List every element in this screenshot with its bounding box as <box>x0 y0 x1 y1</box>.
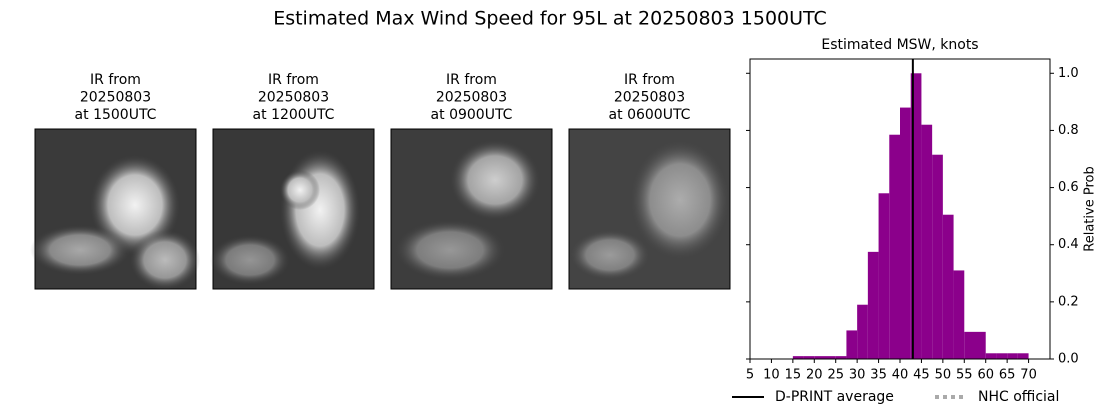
x-tick-label: 30 <box>849 368 866 383</box>
ir-image <box>30 128 200 290</box>
x-tick-label: 5 <box>746 368 754 383</box>
y-tick-label: 0.6 <box>1058 180 1079 195</box>
y-tick-label: 1.0 <box>1058 66 1079 81</box>
panel-title: at 0900UTC <box>431 107 513 123</box>
x-tick-label: 65 <box>999 368 1016 383</box>
y-tick-label: 0.0 <box>1058 352 1079 367</box>
panel-title: 20250803 <box>80 90 151 106</box>
bar <box>846 330 858 359</box>
histogram: 5 10 15 20 25 30 35 40 45 50 55 60 65 70 0.0 0.2 0.4 0.6 0… <box>732 37 1098 405</box>
bar <box>932 154 943 359</box>
bar <box>889 134 900 359</box>
x-tick-label: 40 <box>892 368 909 383</box>
bar <box>803 356 815 359</box>
x-tick-label: 20 <box>806 368 823 383</box>
bar <box>878 193 890 359</box>
bar <box>900 107 911 359</box>
panel-title: IR from <box>90 72 141 88</box>
panel-title: at 1200UTC <box>253 107 335 123</box>
legend-label: NHC official <box>978 389 1059 405</box>
chart-title: Estimated MSW, knots <box>821 37 978 53</box>
bar <box>921 124 933 359</box>
bar <box>975 331 986 359</box>
bar <box>942 214 954 359</box>
panel-title: at 0600UTC <box>609 107 691 123</box>
figure-title: Estimated Max Wind Speed for 95L at 2025… <box>273 8 827 30</box>
legend-label: D-PRINT average <box>775 389 894 405</box>
ir-image <box>390 128 553 290</box>
bar <box>953 270 965 359</box>
bar <box>964 331 975 359</box>
y-tick-label: 0.8 <box>1058 123 1079 138</box>
x-tick-label: 60 <box>977 368 994 383</box>
panel-title: IR from <box>268 72 319 88</box>
bar <box>1007 353 1018 359</box>
panel-title: 20250803 <box>614 90 685 106</box>
bar <box>867 251 879 359</box>
bar <box>857 304 868 359</box>
panel-title: 20250803 <box>258 90 329 106</box>
panel-title: IR from <box>624 72 675 88</box>
y-axis-label: Relative Prob <box>1083 166 1098 251</box>
bar <box>1017 353 1029 359</box>
x-tick-label: 10 <box>763 368 780 383</box>
x-tick-label: 25 <box>827 368 844 383</box>
panel-title: IR from <box>446 72 497 88</box>
panel-title: at 1500UTC <box>75 107 157 123</box>
x-tick-label: 50 <box>935 368 952 383</box>
y-tick-label: 0.4 <box>1058 237 1079 252</box>
bar <box>835 356 847 359</box>
ir-image <box>210 128 375 290</box>
bar <box>792 356 804 359</box>
panel-title: 20250803 <box>436 90 507 106</box>
x-tick-label: 70 <box>1020 368 1037 383</box>
x-tick-label: 15 <box>785 368 802 383</box>
y-tick-label: 0.2 <box>1058 294 1079 309</box>
bar <box>825 356 836 359</box>
x-tick-label: 35 <box>870 368 887 383</box>
x-tick-label: 55 <box>956 368 973 383</box>
x-tick-label: 45 <box>913 368 930 383</box>
bar <box>910 73 922 360</box>
bar <box>996 353 1008 359</box>
bar <box>814 356 825 359</box>
ir-image <box>568 128 731 290</box>
panels <box>30 128 731 290</box>
bar <box>985 353 997 359</box>
